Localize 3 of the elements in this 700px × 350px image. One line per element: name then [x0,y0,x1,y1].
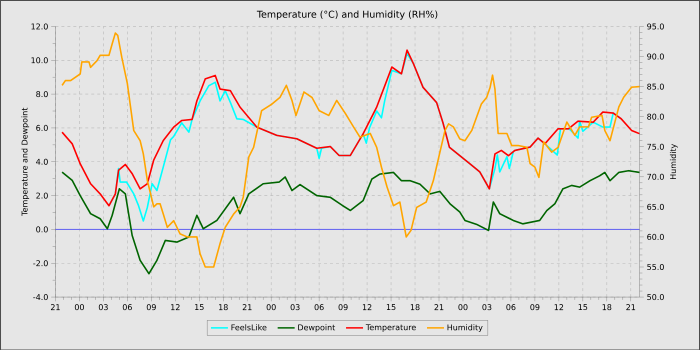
line-series [61,49,640,206]
chart-title: Temperature (°C) and Humidity (RH%) [256,10,438,20]
line-series [61,170,640,274]
